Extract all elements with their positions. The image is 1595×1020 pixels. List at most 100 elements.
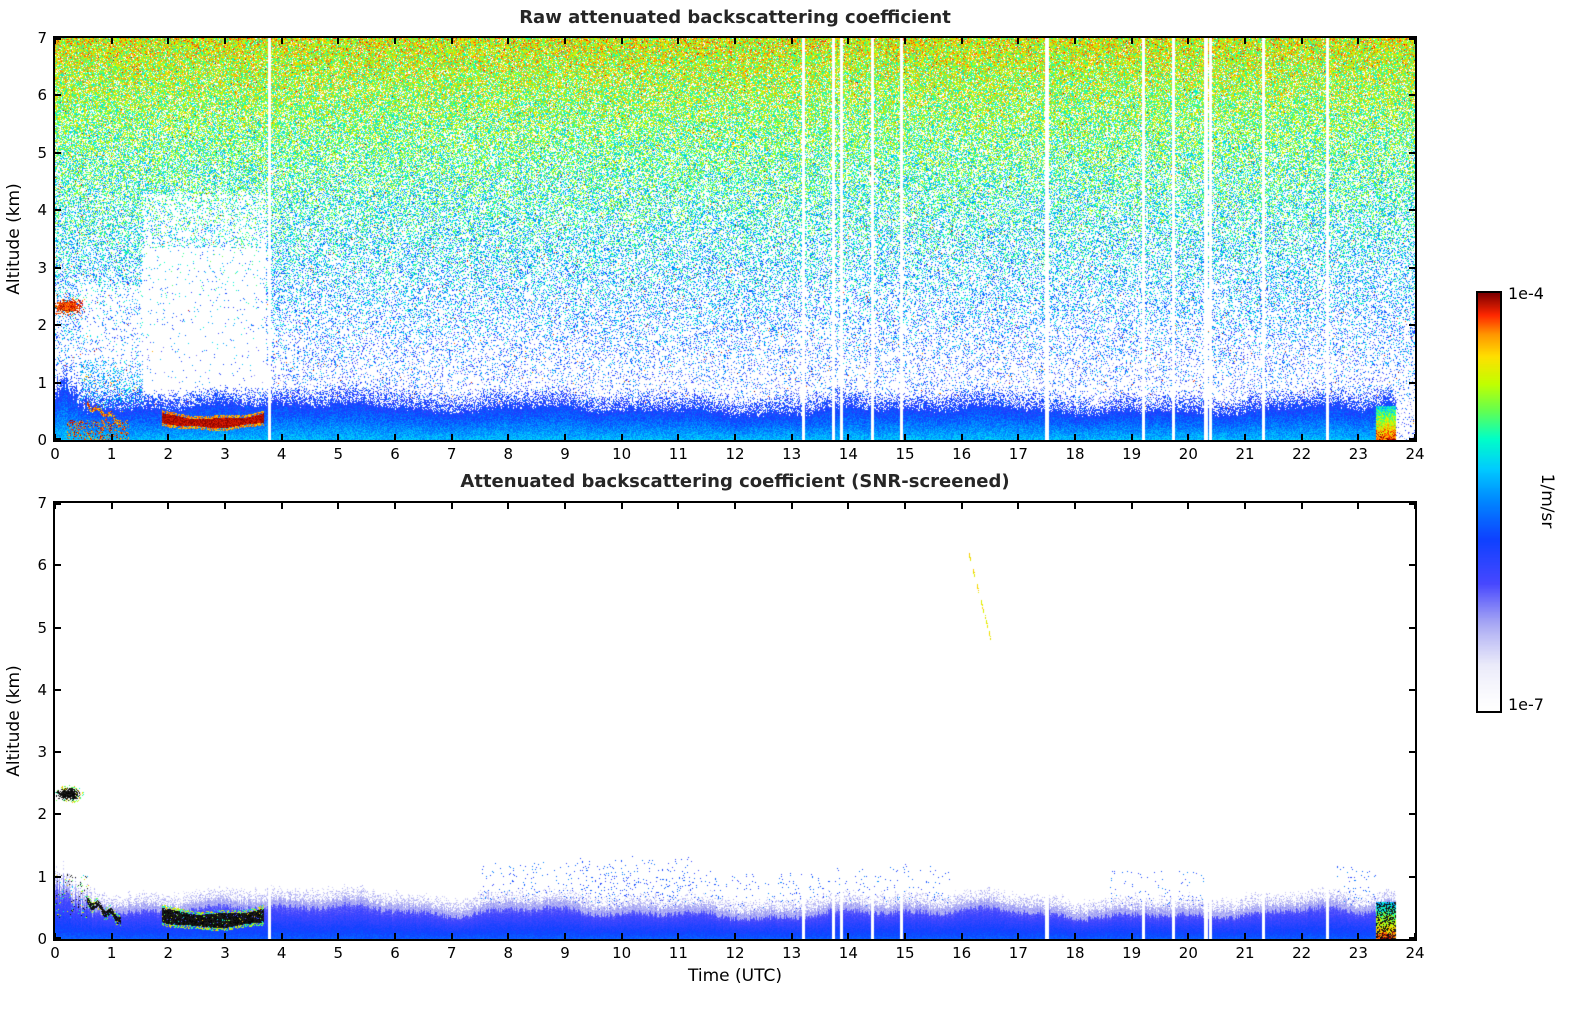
x-tick-mark: [1357, 38, 1360, 44]
y-tick-mark: [55, 94, 61, 97]
x-tick-mark: [847, 933, 850, 939]
x-tick-mark: [1244, 38, 1246, 44]
x-tick-label: 7: [446, 445, 457, 463]
bottom-panel-title: Attenuated backscattering coefficient (S…: [460, 471, 1010, 492]
x-tick-label: 18: [1065, 445, 1085, 463]
x-tick-label: 0: [50, 944, 60, 962]
x-tick-label: 3: [220, 944, 230, 962]
x-tick-mark: [507, 933, 510, 939]
x-tick-label: 11: [668, 445, 688, 463]
x-tick-mark: [110, 434, 113, 440]
x-tick-mark: [1414, 933, 1416, 939]
x-tick-mark: [1300, 933, 1303, 939]
y-tick-label: 1: [37, 373, 47, 392]
x-tick-mark: [960, 503, 963, 509]
x-tick-label: 13: [782, 445, 802, 463]
x-tick-mark: [1187, 38, 1190, 44]
colorbar-max-label: 1e-4: [1508, 284, 1544, 303]
bottom-panel-axes: 0 1 2 3 4 5 6 7 8 9 10 11 12 13 14 15 16 17 18 19 20 21 22 23 24…: [37, 494, 1424, 962]
y-tick-mark: [1409, 94, 1415, 97]
x-tick-mark: [847, 38, 850, 44]
top-panel-axes: 0 1 2 3 4 5 6 7 8 9 10 11 12 13 14 15 16 17 18 19 20 21 22 23 24…: [37, 29, 1424, 463]
x-tick-label: 6: [390, 944, 400, 962]
y-tick-label: 5: [37, 618, 47, 637]
x-tick-mark: [1300, 503, 1303, 509]
x-tick-mark: [734, 933, 736, 939]
y-tick-mark: [55, 564, 61, 567]
x-tick-mark: [1074, 38, 1076, 44]
x-tick-mark: [507, 434, 510, 440]
colorbar-min-label: 1e-7: [1508, 695, 1544, 714]
y-tick-mark: [1409, 438, 1415, 440]
x-tick-label: 14: [838, 944, 858, 962]
y-tick-mark: [55, 813, 61, 816]
y-tick-label: 7: [37, 494, 47, 512]
x-tick-label: 14: [838, 445, 858, 463]
x-tick-mark: [54, 38, 56, 44]
x-tick-mark: [564, 434, 566, 440]
x-tick-mark: [790, 503, 793, 509]
y-tick-mark: [55, 151, 61, 154]
x-tick-mark: [450, 933, 453, 939]
x-tick-mark: [1187, 503, 1190, 509]
x-tick-mark: [54, 933, 56, 939]
x-tick-label: 1: [106, 445, 117, 463]
y-tick-label: 4: [37, 680, 47, 699]
x-tick-mark: [167, 933, 170, 939]
x-tick-mark: [734, 434, 736, 440]
x-tick-mark: [224, 38, 226, 44]
colorbar: [1476, 291, 1502, 713]
y-tick-mark: [1409, 266, 1415, 269]
x-tick-label: 2: [163, 445, 174, 463]
x-tick-mark: [1357, 503, 1360, 509]
x-tick-mark: [337, 933, 340, 939]
x-tick-mark: [54, 503, 56, 509]
y-tick-mark: [55, 209, 61, 212]
x-tick-mark: [110, 38, 113, 44]
x-tick-mark: [620, 933, 623, 939]
y-tick-mark: [55, 688, 61, 691]
x-tick-label: 8: [503, 445, 514, 463]
x-tick-mark: [677, 933, 680, 939]
x-tick-mark: [1074, 503, 1076, 509]
x-tick-label: 18: [1065, 944, 1085, 962]
y-tick-mark: [55, 875, 61, 878]
y-tick-label: 5: [37, 143, 47, 162]
x-tick-mark: [847, 434, 850, 440]
x-tick-mark: [450, 503, 453, 509]
y-tick-label: 3: [37, 258, 47, 277]
x-tick-mark: [1187, 434, 1190, 440]
y-tick-label: 0: [37, 431, 47, 449]
x-tick-label: 23: [1348, 445, 1368, 463]
x-tick-mark: [1130, 503, 1133, 509]
y-tick-label: 6: [37, 556, 47, 575]
x-tick-mark: [620, 38, 623, 44]
y-tick-label: 2: [37, 316, 47, 335]
x-tick-label: 22: [1292, 445, 1312, 463]
y-tick-mark: [1409, 324, 1415, 327]
y-tick-mark: [1409, 564, 1415, 567]
x-tick-mark: [960, 38, 963, 44]
x-tick-label: 19: [1122, 944, 1142, 962]
x-tick-mark: [1244, 503, 1246, 509]
y-tick-mark: [1409, 209, 1415, 212]
x-tick-label: 8: [503, 944, 514, 962]
x-tick-mark: [167, 38, 170, 44]
x-tick-label: 21: [1235, 445, 1255, 463]
x-tick-label: 9: [560, 944, 570, 962]
x-tick-mark: [960, 434, 963, 440]
y-tick-mark: [55, 626, 61, 629]
y-tick-mark: [1409, 875, 1415, 878]
y-tick-label: 0: [37, 930, 47, 948]
x-tick-label: 2: [163, 944, 174, 962]
x-tick-mark: [904, 434, 906, 440]
x-tick-mark: [734, 503, 736, 509]
top-panel-title: Raw attenuated backscattering coefficien…: [519, 7, 951, 28]
x-tick-label: 20: [1178, 944, 1198, 962]
x-tick-label: 11: [668, 944, 688, 962]
y-tick-mark: [55, 937, 61, 939]
x-tick-label: 3: [220, 445, 230, 463]
x-tick-mark: [677, 434, 680, 440]
x-tick-mark: [280, 503, 283, 509]
x-tick-label: 19: [1122, 445, 1142, 463]
